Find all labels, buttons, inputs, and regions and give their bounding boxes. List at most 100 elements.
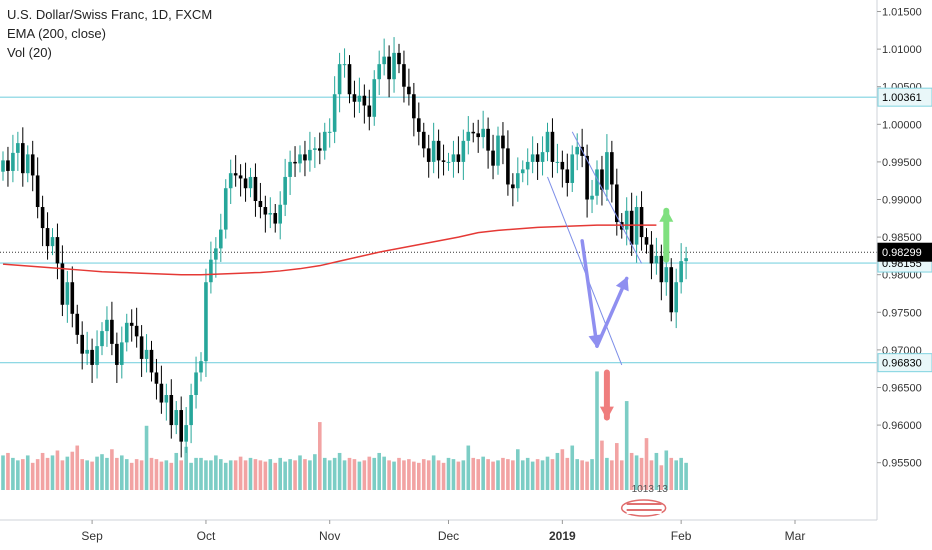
candle-body[interactable] — [342, 64, 347, 66]
candle-body[interactable] — [258, 201, 263, 208]
candle-body[interactable] — [506, 148, 510, 185]
candle-body[interactable] — [615, 184, 619, 223]
projection-down-arrow[interactable] — [580, 239, 599, 348]
candle-body[interactable] — [283, 176, 287, 205]
candle-body[interactable] — [263, 207, 268, 215]
candle-body[interactable] — [199, 361, 203, 373]
candle-body[interactable] — [412, 94, 416, 119]
candle-body[interactable] — [332, 94, 337, 132]
candle-body[interactable] — [223, 188, 228, 230]
level-price-badge-box[interactable] — [877, 353, 932, 373]
candle-body[interactable] — [303, 154, 307, 161]
candle-body[interactable] — [40, 207, 45, 229]
candle-body[interactable] — [421, 131, 426, 149]
candle-body[interactable] — [501, 135, 505, 149]
candle-body[interactable] — [456, 154, 461, 162]
candle-body[interactable] — [600, 169, 604, 190]
candle-body[interactable] — [481, 128, 485, 138]
candle-body[interactable] — [377, 64, 381, 80]
candle-body[interactable] — [75, 313, 80, 335]
candle-body[interactable] — [65, 282, 70, 305]
candle-body[interactable] — [560, 161, 565, 170]
candle-body[interactable] — [659, 255, 664, 283]
candle-body[interactable] — [535, 154, 540, 162]
candle-body[interactable] — [194, 372, 198, 396]
candle-body[interactable] — [545, 131, 550, 153]
candle-body[interactable] — [644, 237, 649, 245]
candle-body[interactable] — [164, 395, 169, 403]
candle-body[interactable] — [431, 140, 436, 162]
candle-body[interactable] — [95, 346, 99, 365]
candle-body[interactable] — [134, 325, 139, 337]
candle-body[interactable] — [491, 150, 495, 166]
current-price-badge-box[interactable] — [877, 242, 932, 262]
candle-body[interactable] — [159, 383, 164, 403]
candle-body[interactable] — [243, 178, 248, 189]
candle-body[interactable] — [471, 131, 476, 134]
candle-body[interactable] — [387, 56, 391, 80]
candle-body[interactable] — [466, 131, 471, 141]
candle-body[interactable] — [144, 349, 149, 359]
candle-body[interactable] — [233, 173, 238, 176]
candle-body[interactable] — [441, 160, 446, 162]
candle-body[interactable] — [35, 175, 40, 208]
candle-body[interactable] — [273, 213, 278, 224]
candle-body[interactable] — [214, 248, 218, 260]
candle-body[interactable] — [426, 148, 431, 162]
candle-body[interactable] — [139, 336, 144, 359]
candle-body[interactable] — [124, 322, 129, 343]
candle-body[interactable] — [149, 349, 154, 373]
candle-body[interactable] — [6, 160, 10, 171]
candle-body[interactable] — [486, 128, 490, 151]
candle-body[interactable] — [352, 94, 357, 102]
candle-body[interactable] — [550, 131, 555, 162]
candle-body[interactable] — [70, 282, 75, 314]
candle-body[interactable] — [436, 140, 441, 161]
candle-body[interactable] — [238, 175, 243, 179]
candle-body[interactable] — [322, 131, 327, 151]
candle-body[interactable] — [278, 204, 282, 224]
candle-body[interactable] — [461, 140, 466, 162]
channel-lower-line[interactable] — [547, 176, 623, 366]
candle-body[interactable] — [11, 152, 15, 171]
candle-body[interactable] — [674, 282, 678, 313]
candle-body[interactable] — [654, 255, 659, 264]
candle-body[interactable] — [110, 319, 114, 344]
candle-body[interactable] — [25, 154, 30, 174]
candle-body[interactable] — [590, 195, 594, 200]
candle-body[interactable] — [565, 169, 570, 183]
volume-indicator-label[interactable]: Vol (20) — [7, 45, 52, 60]
candle-body[interactable] — [228, 173, 233, 189]
candle-body[interactable] — [382, 56, 386, 65]
candle-body[interactable] — [451, 154, 456, 162]
candle-body[interactable] — [248, 176, 253, 189]
candle-body[interactable] — [209, 259, 213, 283]
candle-body[interactable] — [570, 154, 575, 183]
candle-body[interactable] — [530, 154, 535, 162]
candle-body[interactable] — [402, 64, 406, 87]
candle-body[interactable] — [45, 228, 50, 247]
candle-body[interactable] — [664, 267, 669, 283]
candle-body[interactable] — [540, 152, 545, 162]
candle-body[interactable] — [174, 410, 179, 426]
candle-body[interactable] — [520, 169, 525, 174]
candle-body[interactable] — [169, 395, 174, 426]
candle-body[interactable] — [21, 143, 25, 174]
candle-body[interactable] — [55, 237, 60, 264]
candle-body[interactable] — [367, 105, 372, 117]
candle-body[interactable] — [120, 342, 124, 365]
channel-upper-line[interactable] — [571, 131, 642, 264]
candle-body[interactable] — [392, 52, 396, 80]
candle-body[interactable] — [610, 152, 614, 185]
candle-body[interactable] — [337, 64, 342, 95]
level-price-badge-box[interactable] — [877, 87, 932, 107]
candle-body[interactable] — [268, 213, 273, 215]
candle-body[interactable] — [605, 152, 609, 190]
candle-body[interactable] — [105, 319, 109, 332]
candle-body[interactable] — [298, 154, 302, 164]
candle-body[interactable] — [129, 322, 134, 326]
candle-body[interactable] — [204, 282, 208, 362]
candle-body[interactable] — [253, 176, 258, 202]
candle-body[interactable] — [327, 131, 332, 133]
